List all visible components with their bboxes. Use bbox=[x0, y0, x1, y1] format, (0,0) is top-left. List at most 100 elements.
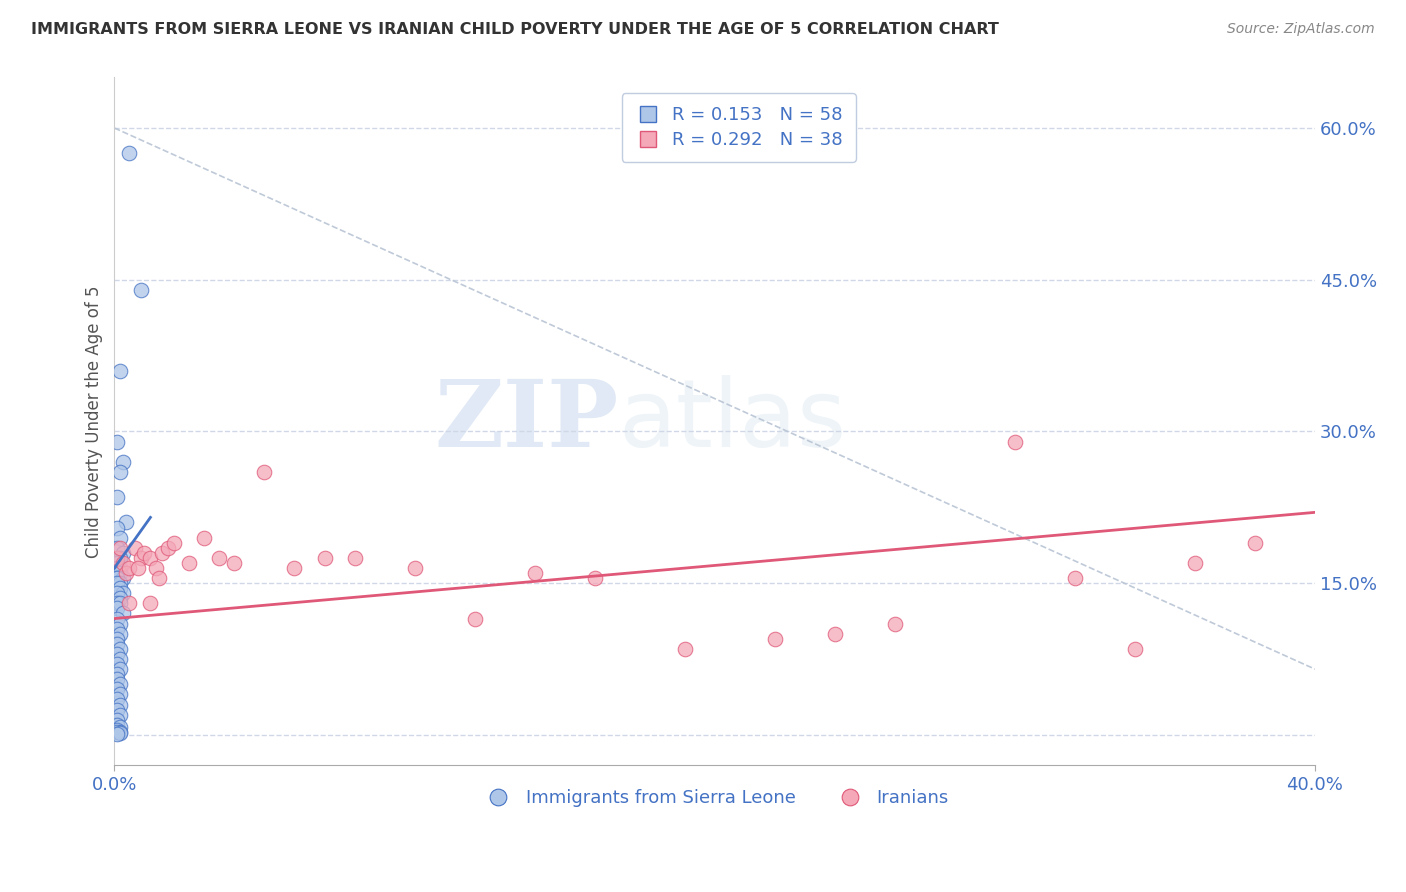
Point bbox=[763, 632, 786, 646]
Point bbox=[107, 672, 129, 686]
Point bbox=[107, 657, 129, 671]
Point bbox=[110, 581, 132, 595]
Point bbox=[107, 490, 129, 504]
Point bbox=[107, 702, 129, 716]
Point bbox=[107, 622, 129, 636]
Point bbox=[583, 571, 606, 585]
Point bbox=[110, 364, 132, 378]
Point bbox=[110, 641, 132, 656]
Text: ZIP: ZIP bbox=[434, 376, 619, 467]
Point bbox=[124, 541, 146, 555]
Point bbox=[1063, 571, 1085, 585]
Point bbox=[107, 717, 129, 731]
Point bbox=[131, 550, 153, 565]
Point bbox=[110, 616, 132, 631]
Point bbox=[112, 586, 135, 600]
Point bbox=[464, 611, 486, 625]
Point bbox=[118, 146, 141, 161]
Y-axis label: Child Poverty Under the Age of 5: Child Poverty Under the Age of 5 bbox=[86, 285, 103, 558]
Point bbox=[107, 682, 129, 697]
Text: IMMIGRANTS FROM SIERRA LEONE VS IRANIAN CHILD POVERTY UNDER THE AGE OF 5 CORRELA: IMMIGRANTS FROM SIERRA LEONE VS IRANIAN … bbox=[31, 22, 998, 37]
Point bbox=[1123, 641, 1146, 656]
Point bbox=[110, 576, 132, 591]
Point bbox=[107, 550, 129, 565]
Point bbox=[118, 561, 141, 575]
Point bbox=[107, 571, 129, 585]
Point bbox=[112, 546, 135, 560]
Point bbox=[107, 434, 129, 449]
Point bbox=[110, 591, 132, 606]
Point bbox=[110, 626, 132, 640]
Point bbox=[107, 647, 129, 661]
Point bbox=[107, 637, 129, 651]
Point bbox=[152, 546, 174, 560]
Point bbox=[208, 550, 231, 565]
Point bbox=[115, 566, 138, 580]
Point bbox=[107, 727, 129, 741]
Point bbox=[110, 465, 132, 479]
Point bbox=[110, 561, 132, 575]
Point bbox=[110, 707, 132, 722]
Point bbox=[112, 556, 135, 570]
Point bbox=[224, 556, 246, 570]
Point bbox=[107, 713, 129, 727]
Point bbox=[107, 724, 129, 739]
Point bbox=[110, 726, 132, 740]
Point bbox=[110, 724, 132, 739]
Legend: Immigrants from Sierra Leone, Iranians: Immigrants from Sierra Leone, Iranians bbox=[474, 782, 956, 814]
Point bbox=[107, 541, 129, 555]
Point bbox=[1184, 556, 1206, 570]
Text: Source: ZipAtlas.com: Source: ZipAtlas.com bbox=[1227, 22, 1375, 37]
Point bbox=[112, 571, 135, 585]
Point bbox=[673, 641, 696, 656]
Point bbox=[110, 698, 132, 712]
Point bbox=[112, 455, 135, 469]
Point bbox=[343, 550, 366, 565]
Point bbox=[145, 561, 167, 575]
Point bbox=[110, 652, 132, 666]
Point bbox=[824, 626, 846, 640]
Point bbox=[110, 662, 132, 676]
Point bbox=[110, 541, 132, 555]
Point bbox=[110, 677, 132, 691]
Point bbox=[107, 596, 129, 610]
Point bbox=[112, 607, 135, 621]
Point bbox=[110, 550, 132, 565]
Point bbox=[314, 550, 336, 565]
Point bbox=[253, 465, 276, 479]
Point bbox=[193, 531, 215, 545]
Point bbox=[139, 596, 162, 610]
Point bbox=[118, 596, 141, 610]
Point bbox=[110, 687, 132, 701]
Point bbox=[110, 596, 132, 610]
Point bbox=[127, 561, 149, 575]
Point bbox=[157, 541, 180, 555]
Point bbox=[179, 556, 201, 570]
Point bbox=[107, 723, 129, 737]
Point bbox=[883, 616, 905, 631]
Point bbox=[107, 601, 129, 615]
Point bbox=[110, 531, 132, 545]
Point bbox=[107, 556, 129, 570]
Point bbox=[139, 550, 162, 565]
Point bbox=[107, 611, 129, 625]
Point bbox=[283, 561, 305, 575]
Point bbox=[107, 571, 129, 585]
Point bbox=[107, 586, 129, 600]
Point bbox=[1244, 535, 1267, 549]
Point bbox=[115, 516, 138, 530]
Point bbox=[107, 667, 129, 681]
Point bbox=[404, 561, 426, 575]
Point bbox=[110, 720, 132, 734]
Point bbox=[107, 520, 129, 534]
Point bbox=[163, 535, 186, 549]
Point bbox=[107, 632, 129, 646]
Point bbox=[1004, 434, 1026, 449]
Point bbox=[107, 561, 129, 575]
Point bbox=[110, 566, 132, 580]
Point bbox=[131, 283, 153, 297]
Text: atlas: atlas bbox=[619, 376, 846, 467]
Point bbox=[134, 546, 156, 560]
Point bbox=[523, 566, 546, 580]
Point bbox=[107, 576, 129, 591]
